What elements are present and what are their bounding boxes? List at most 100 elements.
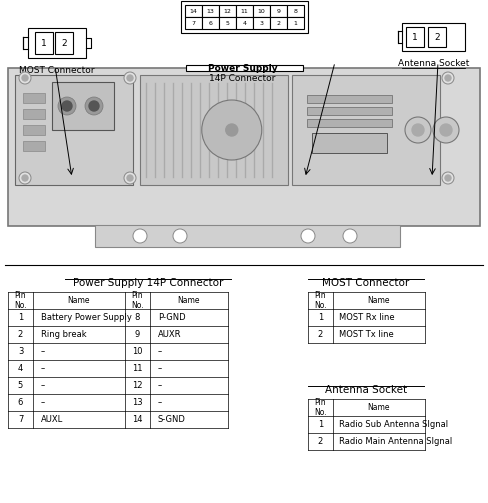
Text: 2: 2 <box>434 33 440 42</box>
Bar <box>202 5 219 17</box>
Text: Name: Name <box>368 296 390 305</box>
Text: MOST Connector: MOST Connector <box>19 65 95 74</box>
Text: 13: 13 <box>206 9 214 14</box>
Bar <box>8 68 480 226</box>
Text: 3: 3 <box>18 347 23 356</box>
Bar <box>219 17 236 29</box>
Text: Pin
No.: Pin No. <box>314 291 327 310</box>
Text: –: – <box>41 381 45 390</box>
Circle shape <box>58 97 76 115</box>
Text: P-GND: P-GND <box>158 313 185 322</box>
Bar <box>202 17 219 29</box>
Circle shape <box>442 72 454 84</box>
Text: 5: 5 <box>225 21 229 26</box>
Text: 6: 6 <box>18 398 23 407</box>
Bar <box>185 5 202 17</box>
Bar <box>406 27 424 47</box>
Circle shape <box>85 97 103 115</box>
Bar <box>95 225 400 247</box>
Text: 7: 7 <box>18 415 23 424</box>
Text: 5: 5 <box>18 381 23 390</box>
Text: 2: 2 <box>318 437 323 446</box>
Text: 1: 1 <box>412 33 418 42</box>
Text: Battery Power Supply: Battery Power Supply <box>41 313 132 322</box>
Circle shape <box>19 172 31 184</box>
Bar <box>181 1 308 33</box>
Text: Pin
No.: Pin No. <box>131 291 144 310</box>
Circle shape <box>343 229 357 243</box>
Text: 8: 8 <box>294 9 298 14</box>
Text: 4: 4 <box>243 21 246 26</box>
Text: MOST Tx line: MOST Tx line <box>339 330 394 339</box>
Text: 10: 10 <box>258 9 265 14</box>
Text: 12: 12 <box>132 381 143 390</box>
Text: 2: 2 <box>318 330 323 339</box>
Circle shape <box>133 229 147 243</box>
Text: 9: 9 <box>135 330 140 339</box>
Text: Antenna Socket: Antenna Socket <box>398 58 469 67</box>
Text: Name: Name <box>368 403 390 412</box>
Circle shape <box>445 75 451 81</box>
Text: MOST Connector: MOST Connector <box>323 278 409 288</box>
Bar <box>236 5 253 17</box>
Text: Pin
No.: Pin No. <box>314 398 327 417</box>
Circle shape <box>433 117 459 143</box>
Circle shape <box>445 175 451 181</box>
Text: 1: 1 <box>41 39 47 47</box>
Circle shape <box>412 124 424 136</box>
Bar <box>428 27 446 47</box>
Text: S-GND: S-GND <box>158 415 186 424</box>
Text: 3: 3 <box>260 21 264 26</box>
Circle shape <box>127 175 133 181</box>
Circle shape <box>442 172 454 184</box>
Circle shape <box>124 72 136 84</box>
Text: –: – <box>158 398 162 407</box>
Bar <box>28 28 86 58</box>
Text: 14: 14 <box>132 415 143 424</box>
Bar <box>23 141 45 151</box>
Bar <box>253 17 270 29</box>
Text: 14: 14 <box>189 9 198 14</box>
Text: 7: 7 <box>191 21 196 26</box>
Text: 1: 1 <box>18 313 23 322</box>
Circle shape <box>173 229 187 243</box>
Circle shape <box>22 75 28 81</box>
Bar <box>287 17 304 29</box>
Text: Radio Sub Antenna SIgnal: Radio Sub Antenna SIgnal <box>339 420 448 429</box>
Bar <box>35 32 53 54</box>
Text: 11: 11 <box>241 9 248 14</box>
Text: 1: 1 <box>318 420 323 429</box>
Text: –: – <box>41 347 45 356</box>
Text: 2: 2 <box>277 21 281 26</box>
Circle shape <box>89 101 99 111</box>
Circle shape <box>19 72 31 84</box>
Circle shape <box>22 175 28 181</box>
Circle shape <box>301 229 315 243</box>
Bar <box>307 119 392 127</box>
Text: 1: 1 <box>294 21 298 26</box>
Bar <box>287 5 304 17</box>
Text: Name: Name <box>178 296 200 305</box>
Bar <box>219 5 236 17</box>
Bar <box>15 75 133 185</box>
Text: AUXR: AUXR <box>158 330 182 339</box>
Text: –: – <box>41 398 45 407</box>
Text: 1: 1 <box>318 313 323 322</box>
Text: –: – <box>158 364 162 373</box>
Bar <box>253 5 270 17</box>
Bar <box>52 82 114 130</box>
Circle shape <box>124 172 136 184</box>
Bar <box>185 17 202 29</box>
Bar <box>312 133 387 153</box>
Bar <box>236 17 253 29</box>
Text: AUXL: AUXL <box>41 415 63 424</box>
Text: 12: 12 <box>224 9 231 14</box>
Bar <box>292 75 440 185</box>
Bar <box>23 125 45 135</box>
Text: 4: 4 <box>18 364 23 373</box>
Text: –: – <box>41 364 45 373</box>
Text: MOST Rx line: MOST Rx line <box>339 313 395 322</box>
Bar <box>307 107 392 115</box>
Text: 11: 11 <box>132 364 143 373</box>
Bar <box>307 95 392 103</box>
